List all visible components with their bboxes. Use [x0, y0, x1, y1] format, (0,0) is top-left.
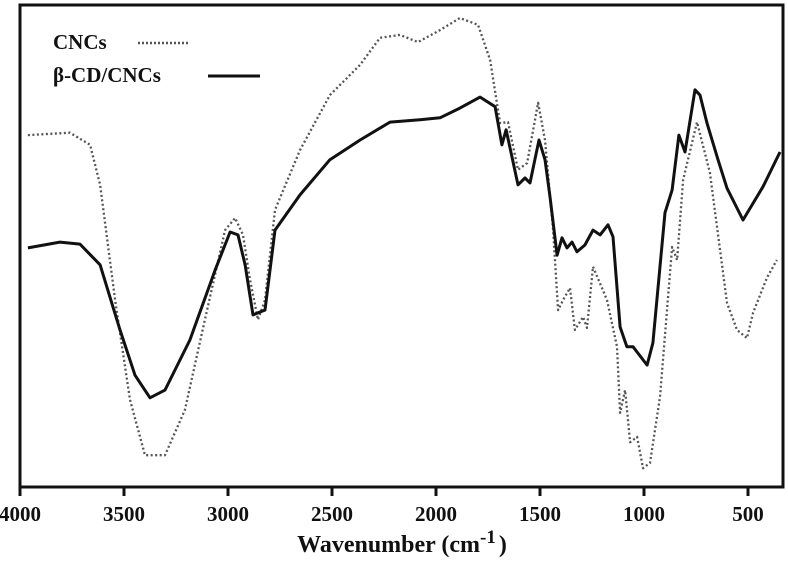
legend: CNCs β-CD/CNCs — [53, 30, 260, 87]
x-axis-ticks: 4000 3500 3000 2500 2000 1500 1000 500 — [0, 487, 764, 526]
x-tick-label: 2000 — [415, 502, 457, 526]
series-group — [27, 16, 782, 470]
x-tick-label: 1500 — [519, 502, 561, 526]
x-axis-label: Wavenumber (cm-1) — [297, 527, 507, 558]
x-axis-label-sup: -1 — [480, 527, 496, 548]
plot-frame — [18, 3, 785, 489]
x-axis-label-close: ) — [499, 532, 507, 558]
x-tick-label: 2500 — [311, 502, 353, 526]
x-tick-label: 1000 — [623, 502, 665, 526]
x-tick-label: 3500 — [103, 502, 145, 526]
x-tick-label: 500 — [732, 502, 764, 526]
legend-label-bcd-cncs: β-CD/CNCs — [53, 63, 161, 87]
x-tick-label: 3000 — [207, 502, 249, 526]
series-line-bcd-cncs — [27, 88, 782, 400]
series-line-cncs — [27, 16, 778, 470]
x-tick-label: 4000 — [0, 502, 41, 526]
x-axis-label-text: Wavenumber (cm — [297, 532, 480, 558]
legend-label-cncs: CNCs — [53, 30, 107, 54]
